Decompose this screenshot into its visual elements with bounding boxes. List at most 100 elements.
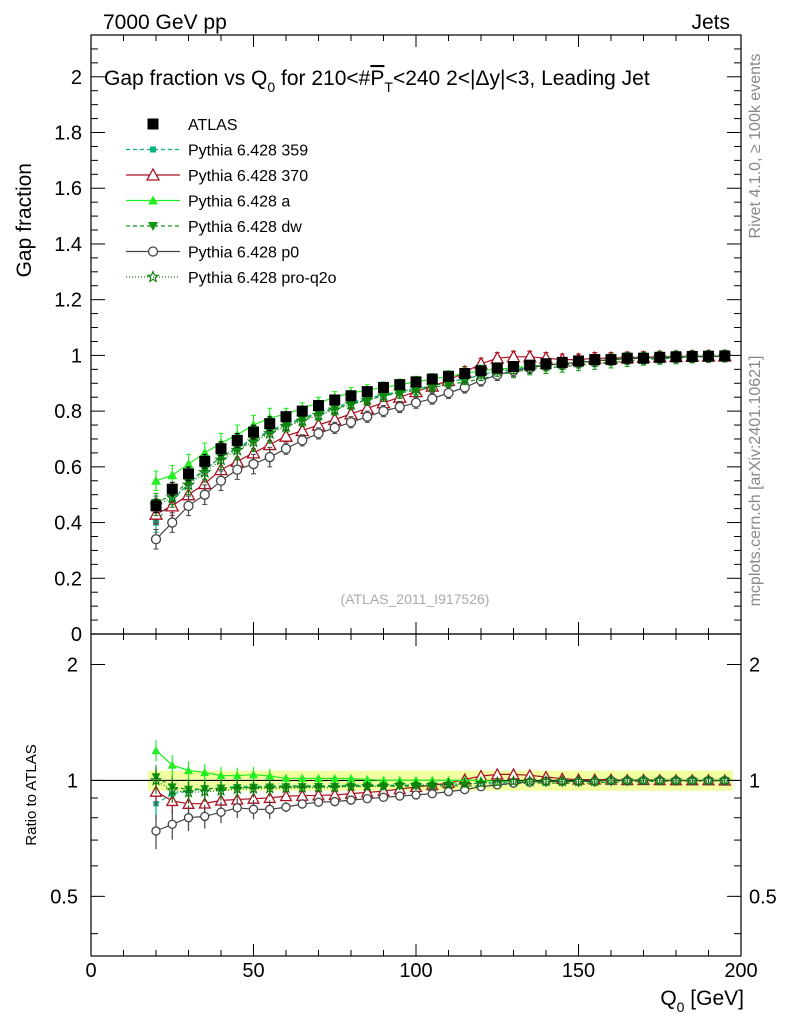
point-pythia-6-428-p0: [150, 534, 162, 545]
point-pythia-6-428-p0: [183, 500, 194, 511]
legend-label-atlas: ATLAS: [188, 117, 238, 134]
ratio-point-pythia-6-428-pro-q2o: [393, 778, 407, 791]
y-tick-label: 0.8: [54, 401, 82, 423]
ratio-point-pythia-6-428-pro-q2o: [458, 777, 472, 790]
legend-marker-pythia-6-428-p0: [147, 246, 159, 257]
ratio-point-pythia-6-428-pro-q2o: [588, 774, 602, 787]
legend-label-pythia-6-428-359: Pythia 6.428 359: [188, 143, 308, 160]
point-pythia-6-428-p0: [248, 458, 259, 470]
y-tick-label: 1.6: [54, 178, 82, 200]
point-atlas: [378, 381, 389, 393]
legend-marker-pythia-6-428-a: [148, 195, 158, 205]
point-pythia-6-428-p0: [167, 517, 178, 528]
ratio-point-pythia-6-428-pro-q2o: [555, 774, 569, 787]
legend-marker-pythia-6-428-dw: [148, 222, 158, 231]
point-pythia-6-428-pro-q2o: [376, 388, 391, 402]
ratio-point-pythia-6-428-p0: [183, 813, 194, 823]
point-atlas: [215, 443, 227, 455]
point-pythia-6-428-a: [151, 475, 161, 485]
ratio-point-pythia-6-428-pro-q2o: [165, 783, 179, 796]
y-tick-label: 0.2: [54, 568, 82, 590]
legend: ATLAS Pythia 6.428 359 Pythia 6.428 370 Pyt…: [126, 117, 337, 287]
x-tick-label: 50: [242, 960, 264, 982]
x-axis-label-main: Q: [660, 987, 676, 1010]
point-pythia-6-428-pro-q2o: [165, 490, 180, 504]
point-atlas: [313, 400, 324, 412]
title-overlined-symbol: P: [370, 67, 384, 90]
y-tick-label: 0.6: [54, 457, 82, 479]
ratio-point-pythia-6-428-a: [232, 771, 242, 780]
line-pythia-6-428-pro-q2o: [155, 355, 725, 507]
header-beam-label: 7000 GeV pp: [103, 11, 227, 34]
title-tail: <240 2<|Δy|<3, Leading Jet: [393, 67, 650, 90]
ratio-point-pythia-6-428-pro-q2o: [344, 779, 358, 792]
ratio-point-pythia-6-428-p0: [427, 789, 437, 799]
title-mid: for 210<#: [275, 67, 370, 90]
point-atlas: [638, 352, 649, 364]
main-plot-data: [148, 348, 732, 550]
point-pythia-6-428-pro-q2o: [246, 434, 261, 448]
x-axis-label-unit: [GeV]: [684, 987, 744, 1010]
point-pythia-6-428-p0: [427, 393, 438, 404]
ratio-y-axis-label: Ratio to ATLAS: [23, 744, 40, 845]
ratio-point-pythia-6-428-a: [281, 773, 291, 782]
point-pythia-6-428-pro-q2o: [214, 452, 228, 466]
point-atlas: [524, 359, 536, 371]
y-tick-label: 1.8: [54, 123, 82, 145]
ratio-point-pythia-6-428-p0: [200, 811, 210, 822]
ratio-point-pythia-6-428-pro-q2o: [312, 781, 325, 793]
ratio-point-pythia-6-428-a: [362, 774, 372, 784]
point-atlas: [605, 354, 617, 366]
point-atlas: [719, 350, 731, 362]
ratio-point-pythia-6-428-pro-q2o: [621, 773, 634, 786]
ratio-point-pythia-6-428-p0: [313, 797, 324, 807]
point-atlas: [426, 373, 438, 385]
ratio-point-pythia-6-428-p0: [167, 819, 177, 829]
ratio-point-pythia-6-428-p0: [151, 826, 161, 836]
ratio-point-pythia-6-428-pro-q2o: [263, 781, 277, 794]
point-atlas: [686, 351, 698, 363]
ratio-point-pythia-6-428-pro-q2o: [230, 782, 244, 795]
legend-marker-pythia-6-428-pro-q2o: [146, 269, 160, 283]
point-pythia-6-428-a: [183, 459, 194, 469]
ratio-point-pythia-6-428-p0: [443, 786, 454, 797]
ratio-point-pythia-6-428-p0: [265, 804, 275, 815]
point-pythia-6-428-pro-q2o: [327, 402, 342, 416]
ratio-point-pythia-6-428-pro-q2o: [653, 773, 666, 786]
ratio-tick-label: 2: [749, 654, 760, 676]
ratio-tick-label: 1: [749, 770, 760, 792]
ratio-point-pythia-6-428-pro-q2o: [247, 782, 260, 794]
ratio-point-pythia-6-428-a: [346, 773, 356, 783]
point-atlas: [361, 386, 373, 398]
x-axis-label: Q0 [GeV]: [660, 987, 744, 1015]
ratio-point-pythia-6-428-p0: [232, 803, 242, 813]
ratio-point-pythia-6-428-p0: [297, 799, 307, 809]
ratio-point-pythia-6-428-a: [151, 746, 161, 755]
ratio-point-pythia-6-428-a: [167, 760, 177, 769]
point-atlas: [573, 355, 584, 367]
point-atlas: [443, 370, 454, 382]
legend-marker-atlas: [147, 118, 159, 130]
ratio-point-pythia-6-428-pro-q2o: [669, 773, 683, 786]
ratio-point-pythia-6-428-a: [314, 773, 323, 782]
ratio-point-pythia-6-428-p0: [330, 796, 340, 807]
point-pythia-6-428-p0: [215, 475, 227, 486]
point-pythia-6-428-pro-q2o: [279, 419, 293, 433]
point-pythia-6-428-pro-q2o: [360, 392, 375, 406]
point-pythia-6-428-p0: [264, 451, 275, 463]
mcplots-reference-label: mcplots.cern.ch [arXiv:2401.10621]: [747, 356, 764, 607]
ratio-point-pythia-6-428-pro-q2o: [539, 774, 553, 787]
header-process-label: Jets: [691, 11, 730, 34]
legend-label-pythia-6-428-370: Pythia 6.428 370: [188, 168, 308, 185]
x-axis-label-sub: 0: [677, 999, 685, 1015]
analysis-id-label: (ATLAS_2011_I917526): [341, 591, 490, 607]
ratio-point-pythia-6-428-p0: [346, 795, 356, 805]
ratio-point-pythia-6-428-pro-q2o: [702, 773, 715, 786]
ratio-point-pythia-6-428-pro-q2o: [523, 774, 537, 787]
point-pythia-6-428-p0: [329, 422, 340, 433]
point-pythia-6-428-p0: [280, 443, 292, 454]
ratio-point-pythia-6-428-pro-q2o: [214, 784, 228, 797]
point-pythia-6-428-p0: [362, 411, 373, 422]
ratio-tick-label: 0.5: [50, 886, 78, 908]
legend-label-pythia-6-428-a: Pythia 6.428 a: [188, 194, 290, 211]
